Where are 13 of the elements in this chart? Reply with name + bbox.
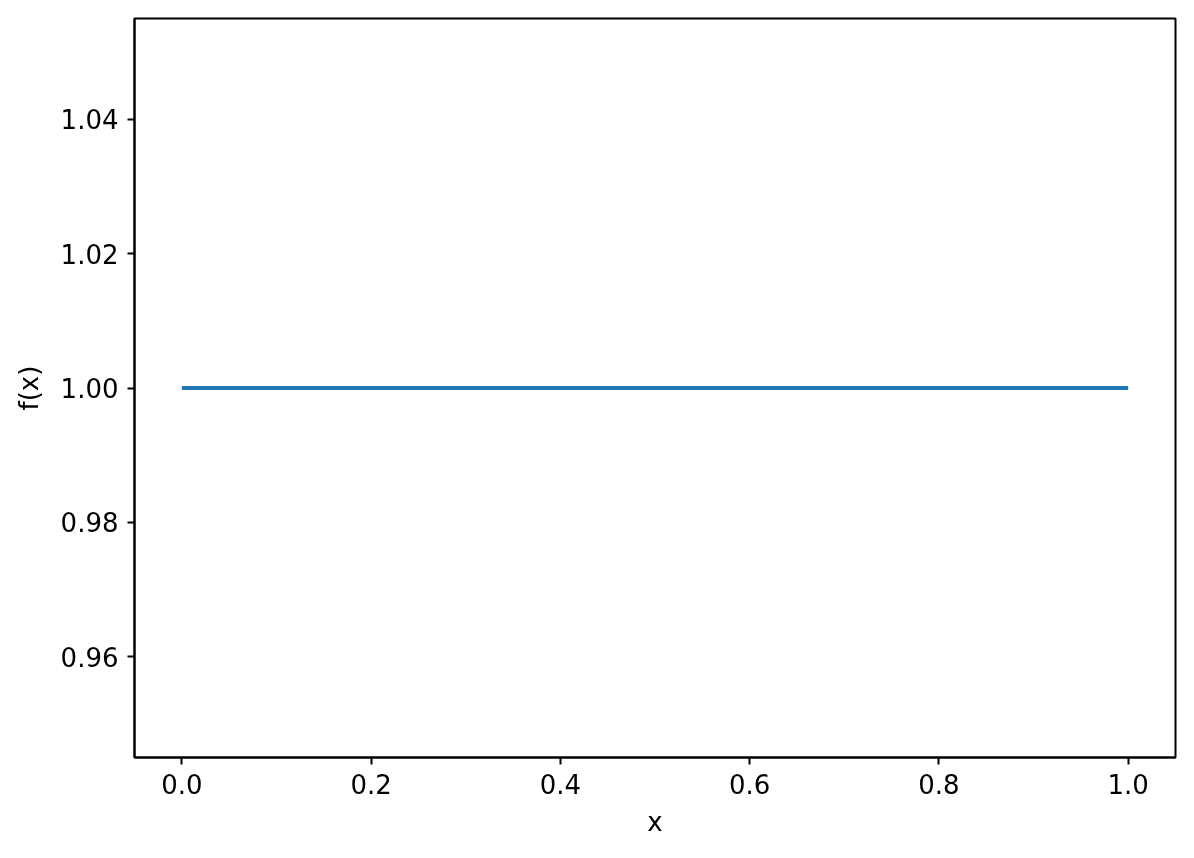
y-tick-label: 1.00 xyxy=(60,374,119,404)
x-tick-label: 0.2 xyxy=(350,769,392,800)
x-tick-label: 0.0 xyxy=(161,769,203,800)
y-tick-label: 1.04 xyxy=(60,105,119,136)
x-tick-label: 0.8 xyxy=(918,769,960,800)
x-tick-label: 0.4 xyxy=(539,769,582,800)
x-axis-title: x xyxy=(647,806,663,837)
y-tick-label: 1.02 xyxy=(60,239,119,270)
x-tick-label: 1.0 xyxy=(1107,769,1149,800)
y-tick-label: 0.98 xyxy=(60,508,119,539)
y-axis-title: f(x) xyxy=(13,365,44,411)
x-tick-label: 0.6 xyxy=(728,769,771,800)
y-tick-label: 0.96 xyxy=(60,642,119,673)
